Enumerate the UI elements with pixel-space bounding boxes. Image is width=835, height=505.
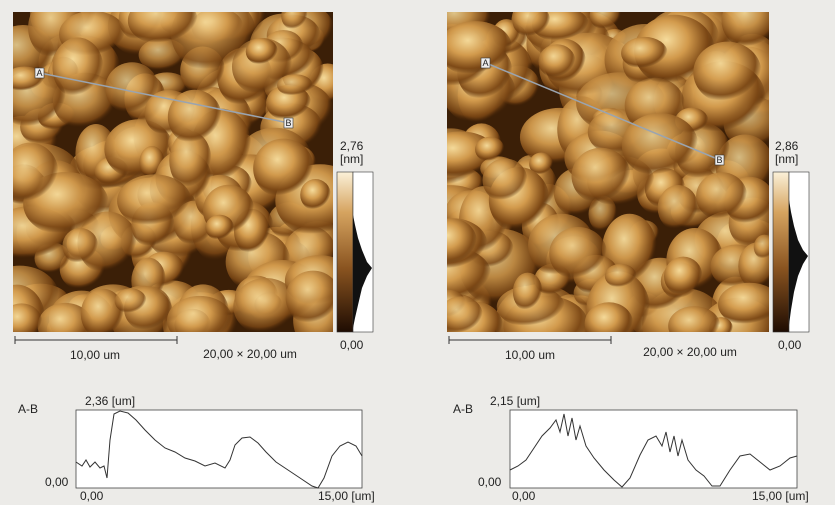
marker-label: A — [482, 58, 488, 68]
grain — [52, 38, 103, 99]
grain — [117, 174, 191, 227]
grain — [585, 302, 634, 345]
scale-max: 2,86 — [775, 139, 799, 153]
grain — [538, 44, 575, 78]
profile-label: A-B — [453, 402, 473, 416]
profile-max: 2,15 [um] — [490, 394, 540, 408]
grain — [658, 185, 699, 231]
grain — [622, 113, 699, 177]
afm-image — [406, 0, 803, 363]
grain — [693, 42, 761, 104]
colorbar — [773, 172, 789, 332]
grain — [286, 271, 341, 325]
grain — [300, 179, 331, 211]
grain — [438, 21, 512, 76]
scale-bar-label: 10,00 um — [70, 348, 120, 362]
grain — [513, 273, 543, 312]
marker-label: B — [716, 155, 722, 165]
grain — [1, 303, 43, 341]
scale-bar-label: 10,00 um — [505, 348, 555, 362]
scan-size: 20,00 × 20,00 um — [643, 345, 737, 359]
profile-label: A-B — [18, 402, 38, 416]
scale-min: 0,00 — [778, 338, 802, 352]
profile-min: 0,00 — [478, 475, 502, 489]
grain — [475, 137, 504, 162]
profile-x-end: 15,00 [um] — [318, 489, 375, 503]
grain — [549, 227, 607, 280]
scale-min: 0,00 — [340, 338, 364, 352]
grain — [668, 306, 720, 346]
figure: A B 2,76 [nm] 0,00 10,00 um 20,00 × 20,0… — [0, 0, 835, 505]
profile-x-end: 15,00 [um] — [752, 489, 809, 503]
afm-image — [0, 0, 365, 357]
grain — [62, 228, 98, 264]
scale-unit: [nm] — [775, 152, 798, 166]
marker-label: A — [36, 68, 42, 78]
profile-box — [76, 410, 362, 488]
grain — [621, 37, 668, 69]
grain — [571, 148, 630, 204]
grain — [115, 288, 147, 314]
grain — [754, 235, 775, 260]
scan-size: 20,00 × 20,00 um — [203, 347, 297, 361]
colorbar — [337, 172, 353, 332]
grain — [428, 219, 477, 266]
grain — [605, 264, 637, 288]
profile-x-start: 0,00 — [512, 489, 536, 503]
scale-unit: [nm] — [340, 152, 363, 166]
grain — [281, 2, 307, 30]
grain — [590, 2, 622, 30]
grain — [168, 90, 222, 145]
profile-max: 2,36 [um] — [85, 394, 135, 408]
scale-max: 2,76 — [340, 139, 364, 153]
grain — [439, 296, 483, 334]
profile-box — [510, 410, 797, 488]
profile-min: 0,00 — [45, 475, 69, 489]
scale-bar — [449, 336, 611, 344]
grain — [483, 159, 528, 202]
grain — [664, 257, 703, 296]
grain — [205, 215, 233, 241]
grain — [277, 74, 313, 96]
grain — [2, 143, 58, 204]
marker-label: B — [285, 118, 291, 128]
grain — [512, 4, 550, 37]
scale-bar — [15, 336, 177, 344]
profile-x-start: 0,00 — [80, 489, 104, 503]
